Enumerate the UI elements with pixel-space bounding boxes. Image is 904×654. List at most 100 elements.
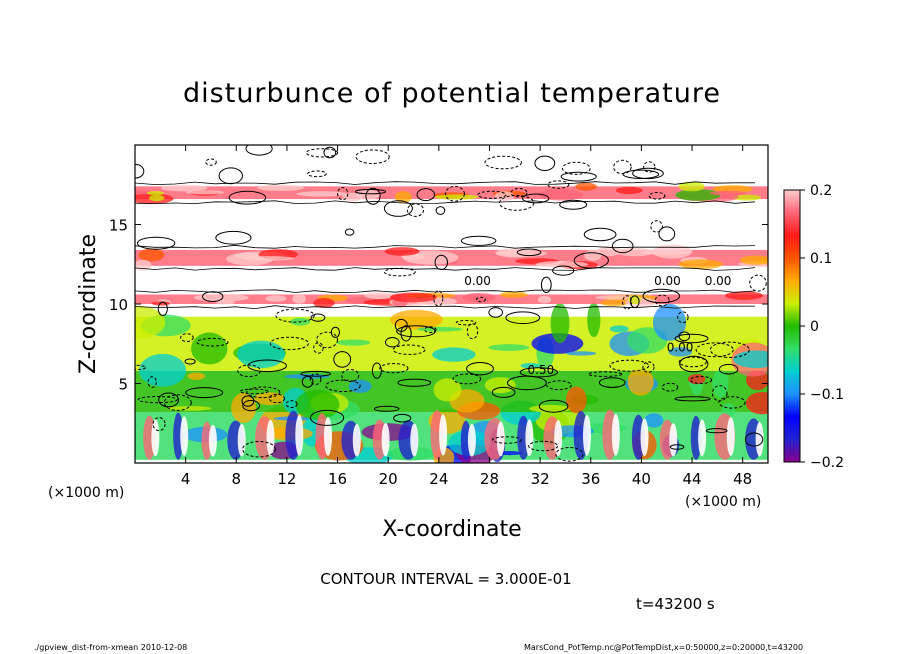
contour-line xyxy=(642,361,655,373)
heatmap-cell xyxy=(460,420,471,460)
contour-line xyxy=(135,200,756,205)
x-tick-label: 32 xyxy=(531,470,550,488)
contour-line xyxy=(678,356,707,368)
heatmap-cell xyxy=(678,181,705,192)
contour-line xyxy=(158,392,180,408)
heatmap-cell xyxy=(296,191,348,197)
contour-line xyxy=(135,181,755,186)
heatmap-cell xyxy=(313,298,335,308)
x-tick-label: 24 xyxy=(429,470,448,488)
contour-line xyxy=(285,400,298,409)
heatmap-cell xyxy=(146,191,165,196)
contour-line xyxy=(455,320,477,326)
heatmap-cell xyxy=(394,191,412,203)
heatmap-cell xyxy=(724,291,764,300)
contour-line xyxy=(505,311,541,325)
heatmap-cell xyxy=(609,325,629,333)
heatmap-cell xyxy=(712,369,729,398)
heatmap-cell xyxy=(587,302,601,337)
contour-line xyxy=(491,436,522,444)
heatmap-cell xyxy=(499,291,528,298)
contour-line xyxy=(275,308,315,323)
contour-line xyxy=(247,359,288,373)
contour-line xyxy=(228,190,267,205)
y-tick-label: 10 xyxy=(109,296,128,314)
x-tick-label: 20 xyxy=(379,470,398,488)
x-tick-label: 8 xyxy=(232,470,242,488)
contour-line xyxy=(583,227,617,242)
contour-line xyxy=(559,199,588,210)
chart-title: disturbunce of potential temperature xyxy=(183,78,721,109)
contour-line xyxy=(239,388,269,395)
contour-line xyxy=(477,190,507,199)
contour-line xyxy=(157,301,168,316)
contour-line xyxy=(184,358,196,365)
contour-line xyxy=(355,149,390,164)
contour-line xyxy=(406,203,425,217)
heatmap-cell xyxy=(678,259,723,270)
heatmap-cell xyxy=(336,339,371,346)
contour-line xyxy=(245,145,273,156)
contour-line xyxy=(705,428,728,434)
heatmap-cell xyxy=(434,194,479,200)
heatmap-cell xyxy=(745,392,768,415)
contour-line xyxy=(371,362,382,379)
time-text: t=43200 s xyxy=(636,595,715,613)
contour-line xyxy=(522,193,550,204)
contour-interval-text: CONTOUR INTERVAL = 3.000E-01 xyxy=(320,570,571,588)
colorbar-tick-label: 0.1 xyxy=(810,251,832,267)
heatmap-cell xyxy=(615,186,643,194)
heatmap-cell xyxy=(496,421,505,457)
heatmap-cell xyxy=(139,353,187,387)
contour-line xyxy=(642,288,681,304)
contour-line xyxy=(540,276,552,293)
contour-line xyxy=(460,235,497,246)
contour-line xyxy=(718,396,746,409)
x-tick-label: 36 xyxy=(581,470,600,488)
contour-line xyxy=(510,188,528,198)
contour-line xyxy=(484,155,522,170)
contour-line xyxy=(309,373,322,386)
contour-labels: 0.00 0.00 0.00 0.00 0.50 xyxy=(464,274,731,377)
contour-line xyxy=(538,399,569,413)
heatmap-cell xyxy=(160,184,208,192)
heatmap-cell xyxy=(135,305,166,339)
heatmap-cell xyxy=(627,368,654,396)
contour-line xyxy=(163,394,192,411)
contour-line xyxy=(135,244,756,249)
contour-line xyxy=(185,387,224,399)
heatmap-cell xyxy=(166,406,212,411)
contour-line xyxy=(709,341,750,358)
x-axis-unit-left: (×1000 m) xyxy=(48,485,124,501)
contour-line xyxy=(648,192,666,200)
heatmap-cell xyxy=(342,192,363,202)
colorbar: 0.2 0.1 0 −0.1 −0.2 xyxy=(783,183,844,471)
heatmap-cell xyxy=(698,419,707,457)
contour-line xyxy=(444,185,465,202)
contour-line xyxy=(310,409,345,426)
contour-label: 0.00 xyxy=(654,274,681,288)
contour-line xyxy=(330,326,340,338)
contour-line xyxy=(397,378,432,387)
contour-line xyxy=(323,146,337,159)
heatmap-cell xyxy=(256,184,305,191)
footer-left: ./gpview_dist-from-xmean 2010-12-08 xyxy=(34,643,187,652)
contour-line xyxy=(466,323,479,340)
contour-line xyxy=(268,393,285,404)
contour-label: 0.00 xyxy=(464,274,491,288)
contour-line xyxy=(519,367,558,378)
heatmap-cell xyxy=(384,247,420,256)
contour-line xyxy=(373,405,400,412)
heatmap-cell xyxy=(583,415,591,456)
heatmap-cell xyxy=(352,424,361,457)
x-axis-label: X-coordinate xyxy=(382,517,521,542)
contour-line xyxy=(269,336,309,351)
contour-line xyxy=(677,311,689,324)
contour-line xyxy=(499,195,535,211)
y-axis-label: Z-coordinate xyxy=(76,234,101,374)
x-axis: 4 8 12 16 20 24 28 32 36 40 44 48 xyxy=(181,145,752,488)
heatmap-cell xyxy=(462,292,496,303)
contour-line xyxy=(383,200,413,217)
contour-line xyxy=(560,171,597,182)
contour-line xyxy=(379,363,409,374)
